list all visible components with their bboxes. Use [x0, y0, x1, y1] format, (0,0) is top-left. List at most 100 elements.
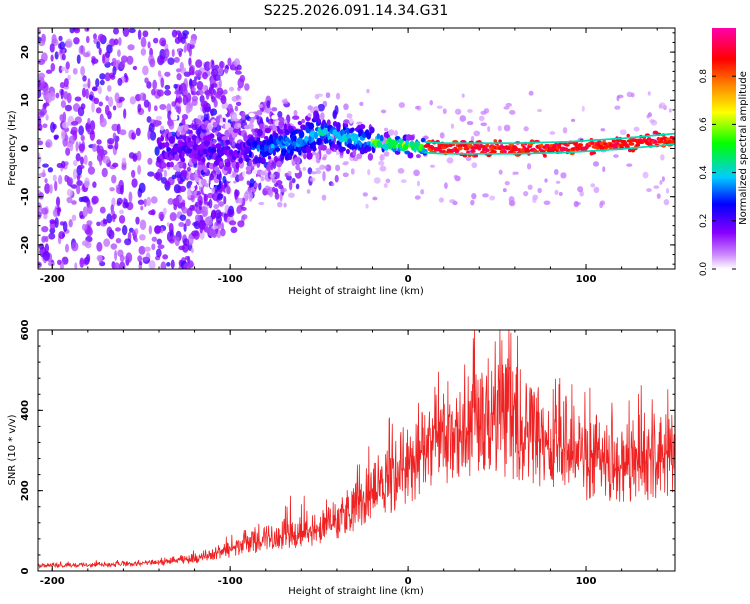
spectrogram-noise-blob — [414, 195, 421, 200]
spectrogram-noise-blob — [38, 89, 42, 99]
spectrogram-noise-blob — [66, 188, 73, 197]
spectrogram-noise-blob — [200, 98, 205, 108]
spectrogram-noise-blob — [230, 226, 238, 234]
spectrogram-noise-blob — [135, 216, 140, 225]
spectrogram-ridge-cell — [256, 140, 263, 145]
spectrogram-noise-blob — [367, 169, 371, 176]
spectrogram-ridge-cell — [349, 117, 354, 124]
spectrogram-noise-blob — [162, 254, 169, 260]
spectrogram-noise-blob — [416, 180, 421, 187]
spectrogram-ridge-cell — [160, 125, 165, 131]
spectrogram-noise-blob — [50, 54, 54, 62]
spectrogram-noise-blob — [470, 135, 475, 143]
spectrogram-ridge-cell — [627, 148, 632, 153]
spectrogram-noise-blob — [616, 95, 620, 102]
spectrogram-noise-blob — [121, 164, 127, 171]
snr-frame — [37, 329, 676, 572]
spectrogram-noise-blob — [195, 59, 203, 68]
spectrogram-noise-blob — [158, 211, 165, 221]
spectrogram-noise-blob — [104, 72, 111, 82]
spectrogram-noise-blob — [92, 143, 98, 153]
spectrogram-noise-blob — [211, 225, 219, 230]
spectrogram-noise-blob — [342, 172, 349, 178]
spectrogram-noise-blob — [59, 81, 66, 89]
spectrogram-ridge-cell — [502, 150, 507, 154]
spectrogram-ridge-cell — [217, 107, 222, 115]
snr-ytick-label: 200 — [20, 480, 31, 501]
spectrogram-noise-blob — [119, 209, 124, 215]
spectrogram-ridge-cell — [186, 148, 193, 154]
spectrogram-noise-blob — [439, 132, 445, 139]
spectrogram-noise-blob — [49, 184, 53, 194]
spectrogram-noise-blob — [189, 204, 195, 211]
spectrogram-noise-blob — [306, 189, 311, 194]
spectrogram-noise-blob — [160, 77, 165, 88]
spectrogram-ridge-cell — [540, 143, 544, 148]
spectrogram-noise-blob — [592, 161, 600, 167]
spectrogram-ridge-cell — [356, 153, 363, 160]
spectrogram-noise-blob — [590, 183, 596, 188]
spectrogram-noise-blob — [176, 73, 182, 81]
spectrogram-noise-blob — [174, 90, 182, 95]
spectrogram-noise-blob — [122, 28, 130, 37]
spectrogram-ridge-cell — [369, 126, 375, 134]
spectrogram-noise-blob — [89, 130, 96, 141]
spectrogram-noise-blob — [245, 114, 250, 120]
spectrogram-noise-blob — [183, 238, 190, 247]
spectrogram-noise-blob — [602, 166, 606, 173]
spectrogram-noise-blob — [74, 262, 78, 269]
spectrogram-ridge-cell — [312, 154, 317, 163]
spectrogram-ridge-cell — [485, 143, 490, 148]
spectrogram-noise-blob — [61, 53, 66, 61]
spectrogram-ridge-cell — [242, 170, 246, 178]
spectrogram-noise-blob — [126, 55, 134, 65]
spectrogram-noise-blob — [136, 150, 142, 161]
spectrogram-noise-blob — [138, 261, 143, 266]
spectrogram-ridge-cell — [388, 129, 395, 136]
spectrogram-ridge-cell — [252, 169, 259, 174]
spectrogram-noise-blob — [131, 132, 135, 140]
spectrogram-ridge-cell — [498, 139, 502, 143]
spectrogram-noise-blob — [113, 262, 120, 269]
spectrogram-noise-blob — [38, 110, 45, 118]
spectrogram-ridge-cell — [225, 139, 231, 145]
spectrogram-noise-blob — [65, 61, 70, 70]
spectrogram-noise-blob — [89, 120, 96, 132]
spectrogram-noise-blob — [92, 181, 97, 189]
spectrogram-noise-blob — [57, 259, 62, 265]
spectrogram-noise-blob — [65, 147, 71, 156]
spectrogram-noise-blob — [444, 182, 448, 190]
spectrogram-ridge-cell — [313, 131, 319, 140]
spectrogram-noise-blob — [241, 112, 246, 120]
spectrogram-ridge-cell — [291, 160, 296, 166]
spectrogram-ridge-cell — [484, 148, 490, 153]
spectrogram-ridge-cell — [192, 181, 197, 187]
spectrogram-noise-blob — [42, 163, 49, 168]
spectrogram-noise-blob — [454, 108, 462, 115]
spectrogram-ridge-cell — [352, 148, 357, 157]
spectrogram-noise-blob — [137, 164, 142, 175]
spectrogram-noise-blob — [626, 163, 633, 167]
spectrogram-noise-blob — [38, 192, 44, 200]
spectrogram-ridge-cell — [311, 141, 317, 146]
spectrogram-noise-blob — [41, 207, 49, 215]
spectrogram-ridge-cell — [210, 146, 217, 155]
spectrogram-noise-blob — [60, 160, 66, 169]
spectrogram-noise-blob — [346, 113, 353, 119]
spectrogram-noise-blob — [68, 135, 75, 146]
spectrogram-noise-blob — [48, 232, 56, 240]
spectrogram-noise-blob — [213, 74, 221, 81]
spectrogram-noise-blob — [646, 188, 652, 193]
spectrogram-ridge-cell — [635, 143, 641, 147]
spectrogram-noise-blob — [164, 71, 171, 77]
spectrogram-noise-blob — [140, 205, 144, 211]
spectrogram-noise-blob — [647, 91, 651, 96]
spectrogram-ridge-cell — [353, 134, 359, 141]
spectrogram-noise-blob — [190, 247, 194, 254]
spectrogram-noise-blob — [646, 114, 650, 119]
spectrogram-ridge-cell — [238, 157, 244, 164]
spectrogram-noise-blob — [258, 181, 262, 191]
spectrogram-ridge-cell — [221, 108, 228, 115]
spectrogram-noise-blob — [497, 125, 502, 132]
spectrogram-noise-blob — [142, 65, 149, 76]
